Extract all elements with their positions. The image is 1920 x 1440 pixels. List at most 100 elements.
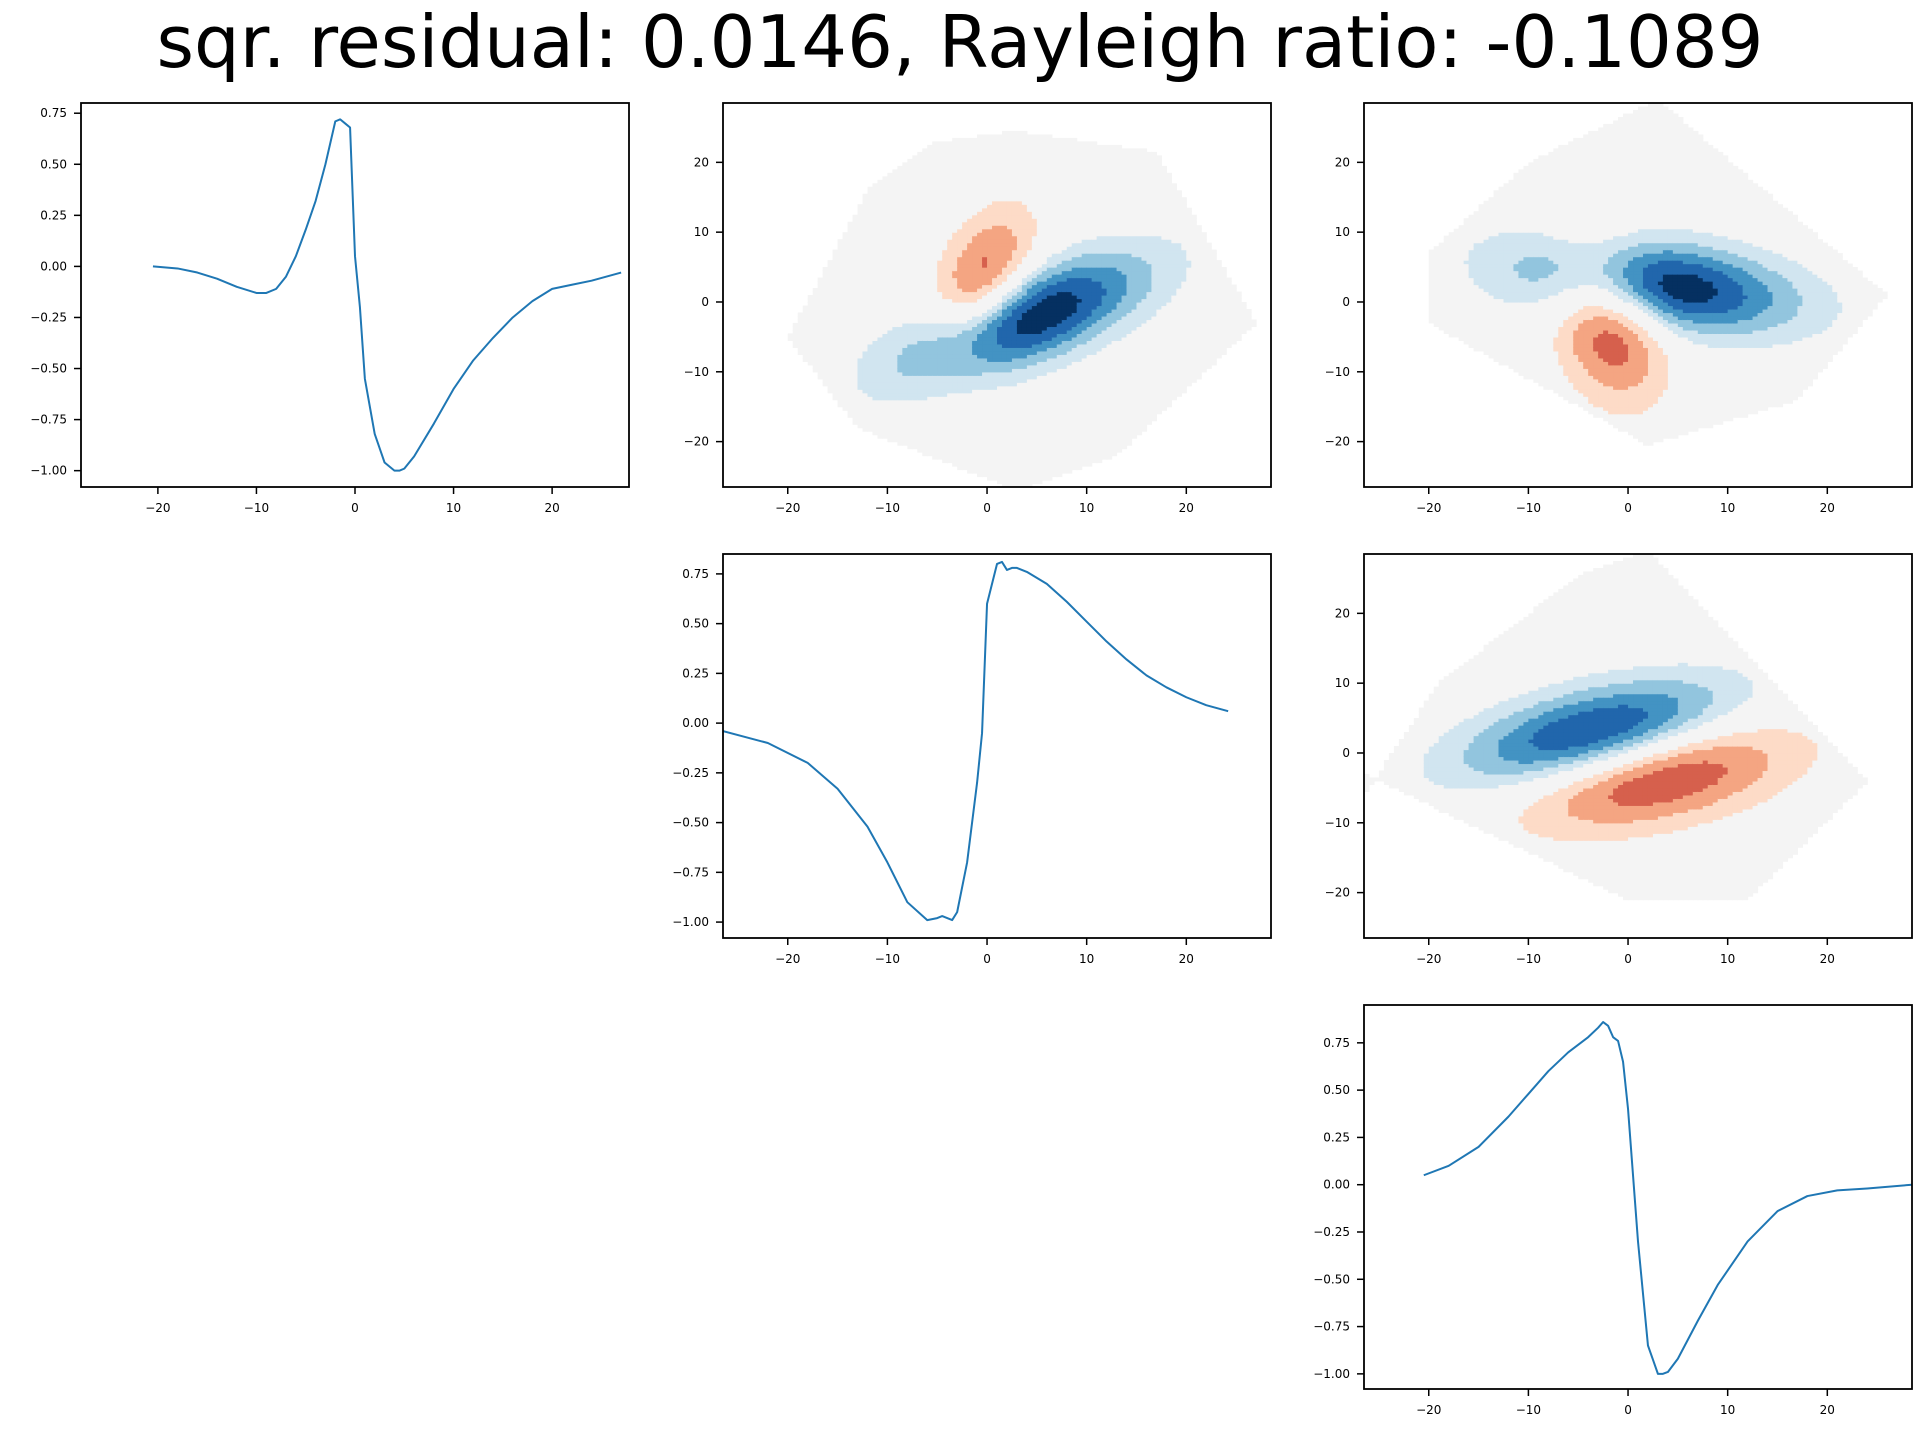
heatmap-cell [1056, 267, 1063, 272]
heatmap-cell [987, 385, 993, 390]
heatmap-cell [1026, 232, 1033, 237]
heatmap-cell [1046, 473, 1053, 478]
heatmap-cell [952, 452, 958, 457]
heatmap-cell [1006, 144, 1013, 149]
heatmap-cell [867, 392, 874, 397]
heatmap-cell [1011, 371, 1018, 376]
heatmap-cell [857, 396, 864, 401]
heatmap-cell [857, 392, 864, 397]
heatmap-cell [902, 232, 908, 237]
heatmap-cell [1061, 169, 1068, 174]
heatmap-cell [827, 354, 834, 359]
heatmap-cell [1071, 197, 1078, 202]
heatmap-cell [977, 239, 983, 244]
heatmap-cell [857, 308, 864, 314]
heatmap-cell [937, 364, 943, 369]
heatmap-cell [887, 277, 893, 282]
heatmap-cell [902, 253, 908, 258]
heatmap-cell [987, 305, 993, 310]
heatmap-cell [1016, 308, 1023, 314]
heatmap-cell [1096, 396, 1103, 401]
heatmap-cell [1041, 466, 1048, 471]
heatmap-cell [837, 375, 844, 380]
heatmap-cell [887, 183, 893, 188]
heatmap-cell [872, 347, 879, 352]
heatmap-cell [882, 305, 888, 310]
heatmap-cell [977, 277, 983, 282]
heatmap-cell [1041, 326, 1048, 331]
heatmap-cell [1056, 424, 1063, 429]
heatmap-cell [1016, 277, 1023, 282]
heatmap-cell [1046, 183, 1053, 188]
heatmap-cell [962, 193, 968, 198]
heatmap-cell [947, 315, 953, 321]
heatmap-cell [872, 315, 879, 321]
heatmap-cell [1036, 462, 1043, 467]
heatmap-cell [1051, 441, 1058, 446]
heatmap-cell [1011, 308, 1018, 314]
heatmap-cell [1066, 466, 1073, 471]
heatmap-cell [1076, 431, 1083, 436]
heatmap-cell [867, 354, 874, 359]
heatmap-cell [1001, 466, 1008, 471]
heatmap-cell [977, 158, 983, 163]
heatmap-cell [977, 392, 983, 397]
heatmap-cell [957, 284, 963, 289]
heatmap-cell [917, 190, 923, 195]
heatmap-cell [992, 385, 998, 390]
heatmap-cell [1101, 267, 1108, 272]
heatmap-cell [852, 225, 859, 230]
heatmap-cell [1036, 455, 1043, 460]
heatmap-cell [1021, 427, 1028, 432]
heatmap-cell [947, 232, 953, 237]
heatmap-cell [1026, 361, 1033, 366]
heatmap-cell [962, 431, 968, 436]
heatmap-cell [987, 343, 993, 348]
heatmap-cell [922, 263, 928, 268]
heatmap-cell [1061, 354, 1068, 359]
heatmap-cell [1091, 371, 1098, 376]
heatmap-cell [872, 424, 879, 429]
heatmap-cell [902, 274, 908, 279]
heatmap-cell [1056, 420, 1063, 425]
heatmap-cell [1031, 165, 1038, 170]
heatmap-cell [947, 162, 953, 167]
heatmap-cell [1026, 357, 1033, 362]
heatmap-cell [1096, 406, 1103, 411]
heatmap-cell [832, 389, 839, 394]
heatmap-cell [932, 204, 938, 209]
heatmap-cell [1056, 291, 1063, 296]
heatmap-cell [937, 396, 943, 401]
heatmap-cell [987, 200, 993, 205]
heatmap-cell [992, 137, 998, 142]
heatmap-cell [1061, 406, 1068, 411]
heatmap-cell [992, 427, 998, 432]
heatmap-cell [1026, 427, 1033, 432]
heatmap-cell [877, 193, 884, 198]
heatmap-cell [1036, 389, 1043, 394]
heatmap-cell [1051, 333, 1058, 338]
heatmap-cell [797, 315, 804, 321]
heatmap-cell [907, 319, 913, 324]
heatmap-cell [1081, 193, 1088, 198]
heatmap-cell [1071, 274, 1078, 279]
heatmap-cell [1021, 260, 1028, 265]
heatmap-cell [847, 228, 854, 233]
heatmap-cell [1076, 242, 1083, 247]
heatmap-cell [957, 207, 963, 212]
heatmap-cell [877, 214, 884, 219]
heatmap-cell [1046, 169, 1053, 174]
heatmap-cell [932, 368, 938, 373]
heatmap-cell [977, 462, 983, 467]
heatmap-cell [852, 277, 859, 282]
heatmap-cell [1036, 134, 1043, 139]
heatmap-cell [872, 214, 879, 219]
heatmap-cell [992, 141, 998, 146]
heatmap-cell [1071, 137, 1078, 142]
heatmap-cell [902, 179, 908, 184]
heatmap-cell [882, 197, 888, 202]
heatmap-cell [832, 343, 839, 348]
heatmap-cell [1086, 172, 1093, 177]
heatmap-cell [802, 322, 809, 328]
heatmap-cell [957, 281, 963, 286]
